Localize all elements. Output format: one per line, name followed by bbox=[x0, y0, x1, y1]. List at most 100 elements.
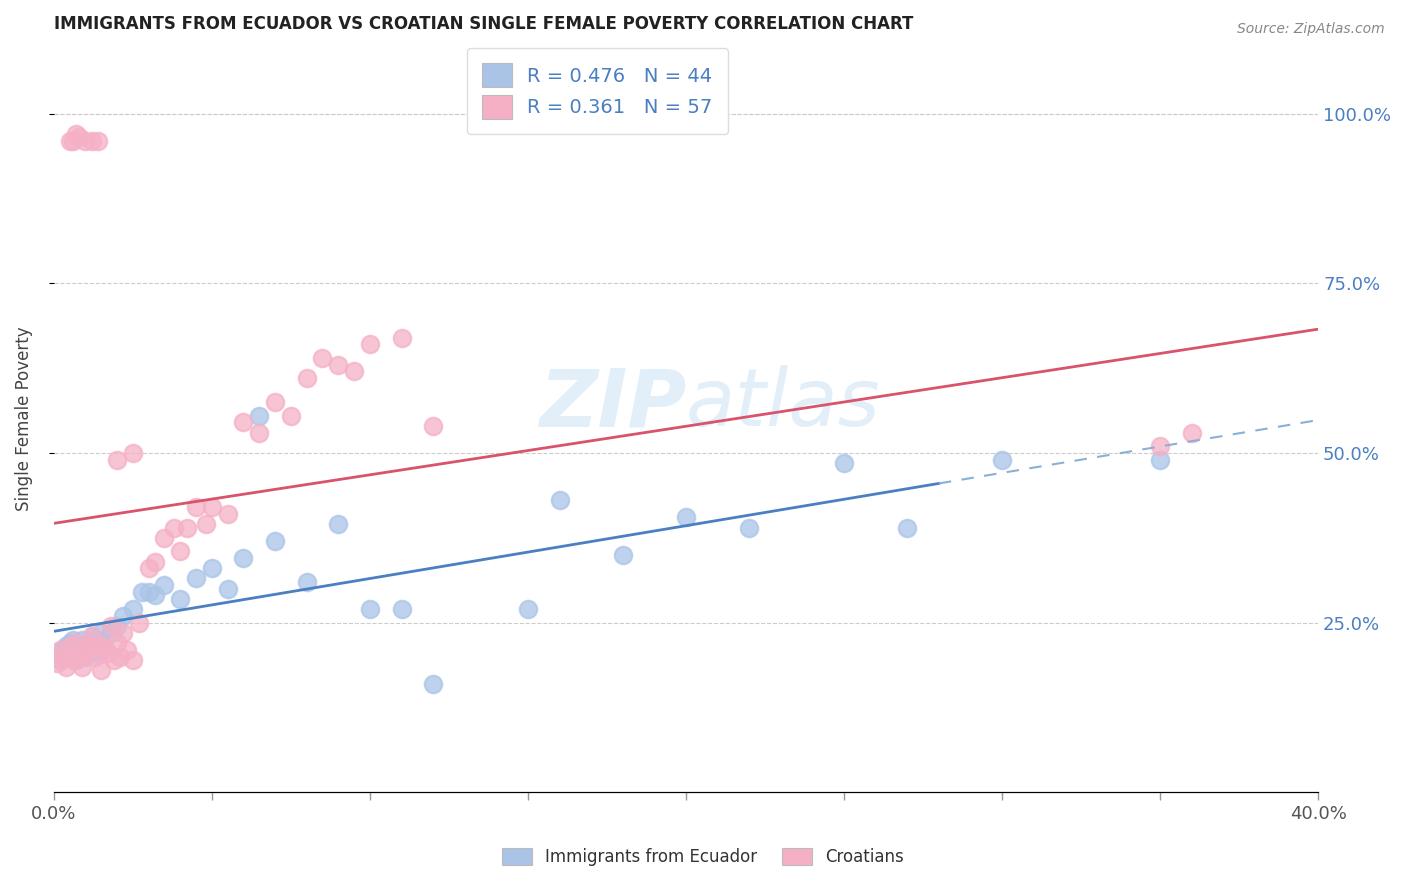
Point bbox=[169, 544, 191, 558]
Point bbox=[62, 632, 84, 647]
Point bbox=[176, 520, 198, 534]
Point bbox=[138, 561, 160, 575]
Point bbox=[103, 653, 125, 667]
Point bbox=[295, 574, 318, 589]
Point bbox=[264, 395, 287, 409]
Point bbox=[112, 625, 135, 640]
Point bbox=[72, 632, 94, 647]
Point bbox=[87, 640, 110, 654]
Point bbox=[75, 134, 97, 148]
Point bbox=[247, 409, 270, 423]
Point bbox=[991, 452, 1014, 467]
Point bbox=[184, 572, 207, 586]
Point bbox=[55, 640, 77, 654]
Point bbox=[184, 500, 207, 515]
Point bbox=[77, 640, 100, 654]
Point bbox=[548, 493, 571, 508]
Point bbox=[93, 640, 115, 654]
Point bbox=[62, 134, 84, 148]
Point bbox=[52, 642, 75, 657]
Point bbox=[49, 653, 72, 667]
Point bbox=[108, 649, 131, 664]
Point bbox=[112, 608, 135, 623]
Point bbox=[65, 127, 87, 141]
Point bbox=[115, 642, 138, 657]
Point bbox=[87, 134, 110, 148]
Point bbox=[675, 510, 697, 524]
Point bbox=[138, 585, 160, 599]
Point bbox=[832, 456, 855, 470]
Point bbox=[90, 625, 112, 640]
Point bbox=[49, 642, 72, 657]
Point bbox=[232, 551, 254, 566]
Point bbox=[97, 646, 120, 660]
Point bbox=[131, 585, 153, 599]
Point bbox=[201, 561, 224, 575]
Point bbox=[80, 629, 103, 643]
Text: atlas: atlas bbox=[686, 365, 880, 443]
Point bbox=[105, 452, 128, 467]
Point bbox=[105, 636, 128, 650]
Point bbox=[201, 500, 224, 515]
Point bbox=[100, 619, 122, 633]
Point bbox=[105, 619, 128, 633]
Point bbox=[194, 517, 217, 532]
Text: IMMIGRANTS FROM ECUADOR VS CROATIAN SINGLE FEMALE POVERTY CORRELATION CHART: IMMIGRANTS FROM ECUADOR VS CROATIAN SING… bbox=[53, 15, 914, 33]
Point bbox=[217, 507, 239, 521]
Point bbox=[128, 615, 150, 630]
Point bbox=[52, 649, 75, 664]
Point bbox=[295, 371, 318, 385]
Point bbox=[143, 589, 166, 603]
Point bbox=[72, 659, 94, 673]
Point bbox=[280, 409, 302, 423]
Point bbox=[87, 646, 110, 660]
Point bbox=[59, 640, 82, 654]
Point bbox=[391, 330, 413, 344]
Point bbox=[80, 134, 103, 148]
Point bbox=[67, 640, 90, 654]
Point bbox=[59, 134, 82, 148]
Point bbox=[1149, 439, 1171, 453]
Legend: Immigrants from Ecuador, Croatians: Immigrants from Ecuador, Croatians bbox=[494, 840, 912, 875]
Point bbox=[100, 625, 122, 640]
Point bbox=[343, 364, 366, 378]
Point bbox=[153, 578, 176, 592]
Point bbox=[84, 649, 107, 664]
Point bbox=[77, 640, 100, 654]
Point bbox=[612, 548, 634, 562]
Point bbox=[422, 418, 444, 433]
Point bbox=[59, 636, 82, 650]
Point bbox=[516, 602, 538, 616]
Point bbox=[311, 351, 333, 365]
Point bbox=[1181, 425, 1204, 440]
Point bbox=[217, 582, 239, 596]
Point bbox=[75, 646, 97, 660]
Point bbox=[153, 531, 176, 545]
Point bbox=[75, 649, 97, 664]
Point bbox=[65, 653, 87, 667]
Point bbox=[121, 602, 143, 616]
Point bbox=[169, 591, 191, 606]
Point bbox=[121, 446, 143, 460]
Point bbox=[84, 642, 107, 657]
Point bbox=[738, 520, 761, 534]
Point bbox=[93, 640, 115, 654]
Point bbox=[163, 520, 186, 534]
Point bbox=[90, 663, 112, 677]
Point bbox=[359, 602, 381, 616]
Point bbox=[896, 520, 918, 534]
Y-axis label: Single Female Poverty: Single Female Poverty bbox=[15, 326, 32, 511]
Point bbox=[264, 534, 287, 549]
Legend: R = 0.476   N = 44, R = 0.361   N = 57: R = 0.476 N = 44, R = 0.361 N = 57 bbox=[467, 48, 728, 135]
Point bbox=[67, 649, 90, 664]
Point bbox=[46, 657, 69, 671]
Point bbox=[80, 629, 103, 643]
Text: Source: ZipAtlas.com: Source: ZipAtlas.com bbox=[1237, 22, 1385, 37]
Point bbox=[422, 676, 444, 690]
Point bbox=[328, 517, 350, 532]
Text: ZIP: ZIP bbox=[538, 365, 686, 443]
Point bbox=[232, 416, 254, 430]
Point bbox=[62, 653, 84, 667]
Point bbox=[391, 602, 413, 616]
Point bbox=[359, 337, 381, 351]
